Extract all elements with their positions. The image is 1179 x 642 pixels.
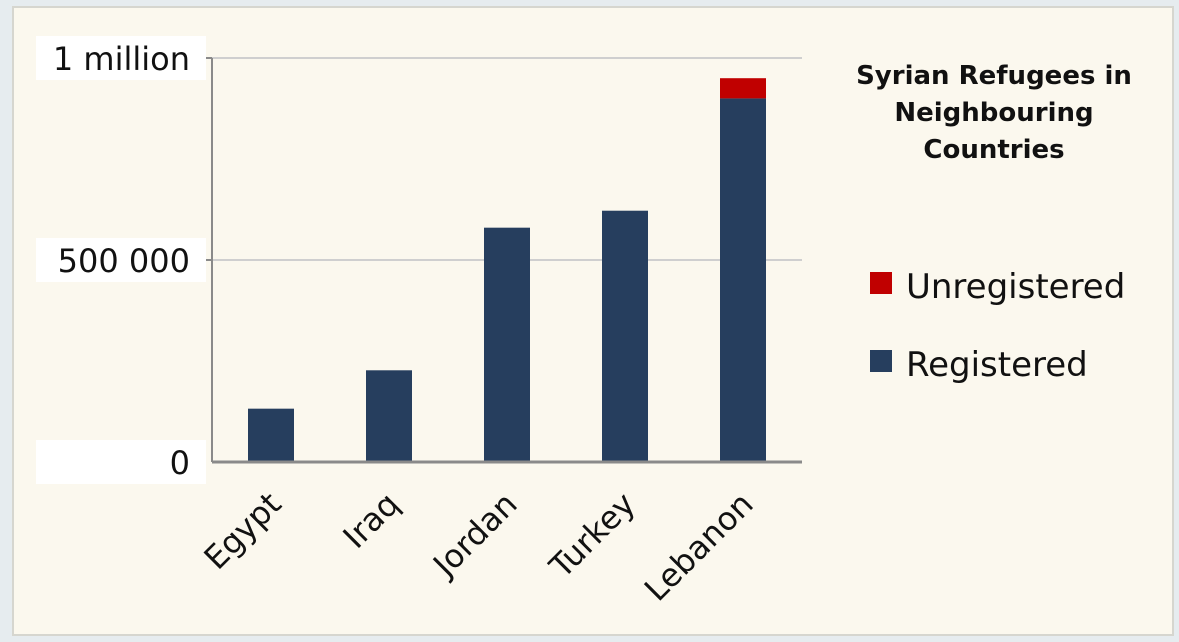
- bar-registered-turkey: [602, 210, 648, 462]
- x-category-label: Turkey: [541, 485, 642, 586]
- chart-title-line: Neighbouring: [894, 98, 1093, 128]
- y-tick-label: 1 million: [53, 40, 190, 78]
- chart-title-line: Syrian Refugees in: [856, 61, 1132, 91]
- chart-frame: 0 500 000 1 million Egypt Iraq Jordan Turkey L…: [12, 6, 1174, 636]
- refugee-bar-chart: 0 500 000 1 million Egypt Iraq Jordan TurkeyL…: [36, 36, 1132, 609]
- x-category-label: Egypt: [197, 485, 289, 577]
- bar-registered-egypt: [248, 408, 294, 462]
- legend-swatch-unregistered: [870, 272, 892, 294]
- legend: Unregistered Registered: [870, 267, 1125, 385]
- x-category-label: Iraq: [336, 485, 407, 556]
- chart-title-line: Countries: [923, 135, 1064, 165]
- legend-label-registered: Registered: [906, 345, 1088, 385]
- bar-registered-lebanon: [720, 98, 766, 463]
- legend-label-unregistered: Unregistered: [906, 267, 1125, 307]
- legend-swatch-registered: [870, 350, 892, 372]
- y-tick-label-bg: [36, 36, 206, 80]
- y-tick-labels: 0 500 000 1 million: [36, 36, 206, 484]
- bar-unregistered-lebanon: [720, 78, 766, 99]
- y-tick-label: 500 000: [58, 242, 190, 280]
- x-category-label: Jordan: [424, 485, 524, 585]
- y-tick-label: 0: [170, 444, 190, 482]
- chart-title: Syrian Refugees in Neighbouring Countries: [856, 61, 1132, 165]
- x-category-label: Lebanon: [637, 485, 761, 609]
- bars: [248, 78, 766, 463]
- bar-registered-jordan: [484, 227, 530, 462]
- y-tick-label-bg: [36, 238, 206, 282]
- bar-registered-iraq: [366, 370, 412, 462]
- y-tick-label-bg: [36, 440, 206, 484]
